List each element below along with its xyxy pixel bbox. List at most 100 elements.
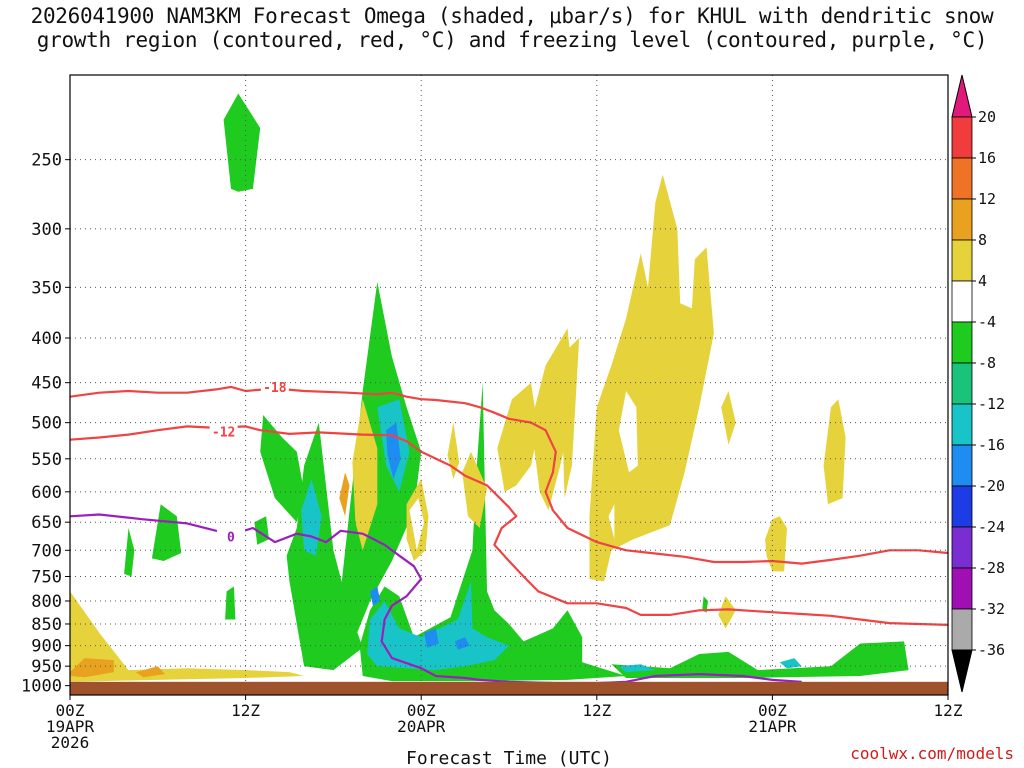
colorbar-label: -32 <box>978 600 1005 618</box>
colorbar-bin <box>951 198 973 241</box>
x-tick-label: 21APR <box>748 717 797 736</box>
omega-shaded-region <box>340 281 422 638</box>
dgz-minus-12C-label: -12 <box>212 426 235 441</box>
colorbar-bin <box>951 280 973 323</box>
freezing-level-0C-label-bg <box>216 528 245 544</box>
omega-shaded-region <box>339 472 350 517</box>
credit-text[interactable]: coolwx.com/models <box>850 744 1014 763</box>
colorbar-top-triangle <box>951 74 973 118</box>
colorbar-label: -28 <box>978 559 1005 577</box>
omega-shaded-region <box>618 664 656 673</box>
omega-shaded-region <box>608 504 615 540</box>
y-tick-label: 250 <box>31 151 62 171</box>
colorbar-label: 16 <box>978 149 996 167</box>
colorbar-bin <box>951 362 973 405</box>
colorbar-label: 12 <box>978 190 996 208</box>
omega-shaded-region <box>618 391 638 473</box>
omega-shaded-region <box>370 586 381 606</box>
omega-shaded-region <box>611 641 909 678</box>
y-tick-label: 400 <box>31 329 62 349</box>
colorbar-label: -16 <box>978 436 1005 454</box>
y-tick-label: 750 <box>31 567 62 587</box>
colorbar-label: -24 <box>978 518 1005 536</box>
colorbar-bin <box>951 157 973 200</box>
colorbar-bin <box>951 567 973 610</box>
x-tick-label: 20APR <box>397 717 446 736</box>
omega-shaded-region <box>409 498 425 551</box>
x-tick-label: 2026 <box>51 733 90 752</box>
y-tick-label: 300 <box>31 220 62 240</box>
y-tick-label: 1000 <box>21 677 62 697</box>
freezing-level-0C-label: 0 <box>227 531 235 546</box>
x-tick-label: 12Z <box>934 701 963 720</box>
omega-shaded-region <box>254 516 269 545</box>
x-tick-label: 00Z <box>407 701 436 720</box>
omega-shaded-region <box>721 391 736 445</box>
omega-shading-layer <box>70 93 909 682</box>
chart-title-line-2: growth region (contoured, red, °C) and f… <box>36 28 988 52</box>
omega-shaded-region <box>779 658 802 669</box>
x-axis-label: Forecast Time (UTC) <box>406 748 612 768</box>
dgz-minus-18C-contour <box>70 385 948 565</box>
omega-shaded-region <box>497 382 539 492</box>
omega-shaded-region <box>260 415 305 523</box>
omega-shaded-region <box>589 174 714 582</box>
x-tick-label: 00Z <box>56 701 85 720</box>
omega-shaded-region <box>718 596 736 629</box>
colorbar-label: 8 <box>978 231 987 249</box>
grid-layer <box>69 75 949 695</box>
y-tick-label: 350 <box>31 278 62 298</box>
y-tick-label: 800 <box>31 592 62 612</box>
ground-layer <box>70 681 948 695</box>
dgz-minus-12C-label-bg <box>209 423 238 439</box>
colorbar-bin <box>951 608 973 651</box>
x-tick-label: 12Z <box>582 701 611 720</box>
colorbar-bin <box>951 321 973 364</box>
dgz-minus-12C-contour <box>70 425 948 626</box>
omega-shaded-region <box>151 504 182 561</box>
y-tick-label: 650 <box>31 513 62 533</box>
omega-shaded-region <box>286 422 363 671</box>
y-tick-label: 950 <box>31 657 62 677</box>
omega-shaded-region <box>823 399 846 505</box>
dgz-minus-18C-label: -18 <box>263 381 287 396</box>
colorbar-label: -8 <box>978 354 996 372</box>
y-tick-label: 900 <box>31 637 62 657</box>
omega-shaded-region <box>135 666 166 678</box>
omega-shaded-region <box>352 399 378 551</box>
x-tick-label: 00Z <box>758 701 787 720</box>
colorbar-label: -20 <box>978 477 1005 495</box>
colorbar-bin <box>951 526 973 569</box>
x-tick-label: 19APR <box>46 717 95 736</box>
omega-shaded-region <box>560 338 580 499</box>
x-tick-label: 12Z <box>231 701 260 720</box>
omega-shaded-region <box>765 516 787 572</box>
colorbar: 20 16 12 8 4 -4 -8 -12 -16 -20 -24 -28 -32 -36 <box>951 74 1005 693</box>
colorbar-label: -4 <box>978 313 996 331</box>
dgz-minus-18C-label-bg <box>260 378 289 394</box>
omega-shaded-region <box>702 596 708 613</box>
colorbar-label: 20 <box>978 108 996 126</box>
colorbar-bin <box>951 239 973 282</box>
colorbar-label: -36 <box>978 641 1005 659</box>
colorbar-label: -12 <box>978 395 1005 413</box>
colorbar-bin <box>951 485 973 528</box>
ground-fill <box>70 681 948 695</box>
chart-title-line-1: 2026041900 NAM3KM Forecast Omega (shaded… <box>30 4 994 28</box>
plot-frame <box>69 74 949 696</box>
y-tick-label: 700 <box>31 541 62 561</box>
omega-shaded-region <box>367 581 509 671</box>
colorbar-label: 4 <box>978 272 987 290</box>
colorbar-bin <box>951 116 973 159</box>
y-tick-label: 450 <box>31 374 62 394</box>
omega-shaded-region <box>70 658 114 678</box>
y-tick-label: 600 <box>31 483 62 503</box>
colorbar-bin <box>951 444 973 487</box>
y-tick-label: 500 <box>31 414 62 434</box>
colorbar-bin <box>951 403 973 446</box>
colorbar-bottom-triangle <box>951 649 973 693</box>
y-tick-label: 550 <box>31 450 62 470</box>
omega-shaded-region <box>124 528 135 577</box>
omega-shaded-region <box>424 628 439 648</box>
